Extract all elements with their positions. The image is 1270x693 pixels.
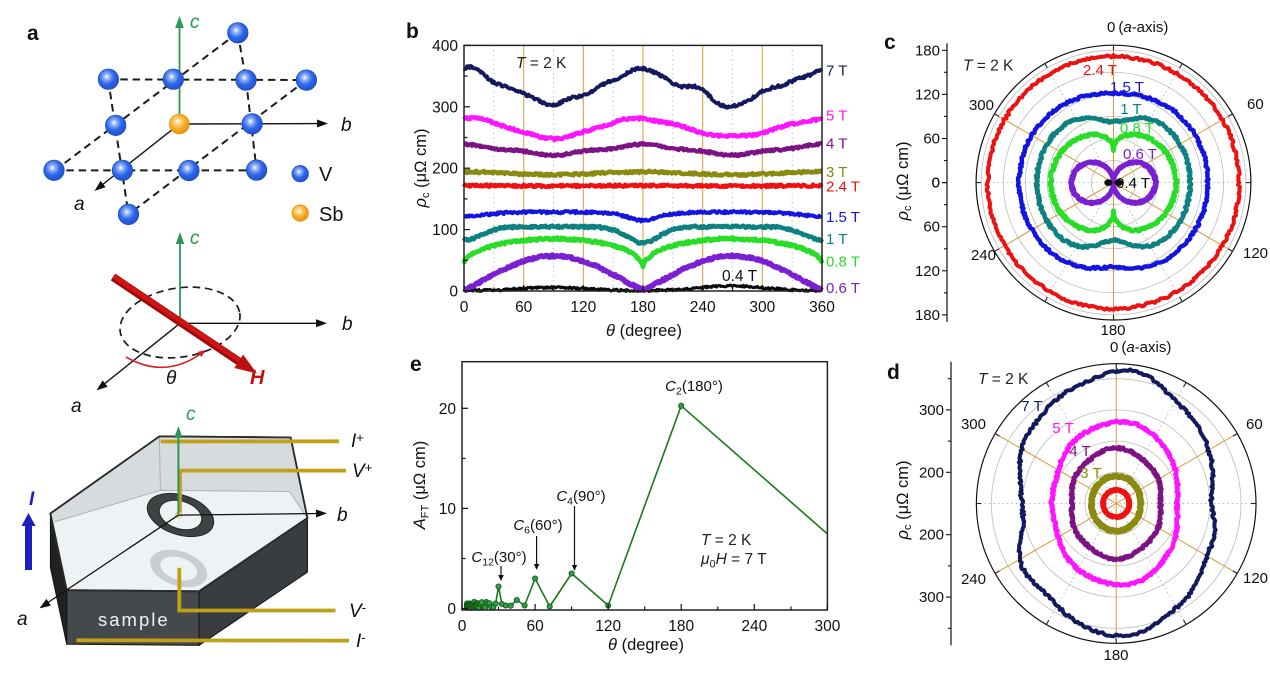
svg-text:0: 0 bbox=[447, 601, 456, 618]
svg-text:θ (degree): θ (degree) bbox=[608, 636, 684, 654]
svg-text:120: 120 bbox=[1243, 570, 1268, 587]
svg-text:d: d bbox=[887, 361, 900, 384]
svg-text:b: b bbox=[406, 20, 419, 43]
svg-text:10: 10 bbox=[439, 501, 457, 518]
svg-text:0: 0 bbox=[458, 618, 467, 635]
svg-text:2.4 T: 2.4 T bbox=[826, 178, 860, 195]
svg-text:4 T: 4 T bbox=[826, 136, 847, 153]
svg-text:300: 300 bbox=[969, 97, 994, 114]
svg-text:1 T: 1 T bbox=[826, 231, 847, 248]
svg-text:0: 0 bbox=[460, 299, 469, 316]
svg-text:0.6 T: 0.6 T bbox=[1123, 146, 1157, 163]
svg-text:60: 60 bbox=[526, 618, 544, 635]
svg-text:b: b bbox=[341, 115, 352, 136]
svg-text:180: 180 bbox=[915, 42, 940, 59]
svg-text:θ (degree): θ (degree) bbox=[606, 322, 682, 340]
svg-text:60: 60 bbox=[515, 299, 533, 316]
svg-text:300: 300 bbox=[919, 589, 944, 606]
svg-text:7 T: 7 T bbox=[1021, 398, 1042, 415]
svg-text:180: 180 bbox=[630, 299, 656, 316]
svg-text:300: 300 bbox=[961, 416, 986, 433]
svg-text:0.8 T: 0.8 T bbox=[826, 254, 860, 271]
svg-text:C4(90°): C4(90°) bbox=[556, 488, 605, 508]
svg-text:1 T: 1 T bbox=[1120, 101, 1141, 118]
svg-text:200: 200 bbox=[919, 464, 944, 481]
svg-text:180: 180 bbox=[668, 618, 694, 635]
svg-text:H: H bbox=[250, 367, 265, 389]
svg-text:θ: θ bbox=[166, 368, 177, 389]
svg-text:180: 180 bbox=[915, 307, 940, 324]
svg-text:c: c bbox=[186, 404, 196, 425]
svg-text:300: 300 bbox=[432, 99, 458, 116]
svg-text:7 T: 7 T bbox=[826, 63, 847, 80]
svg-text:120: 120 bbox=[1243, 245, 1268, 262]
svg-text:c: c bbox=[190, 12, 200, 33]
svg-text:C12(30°): C12(30°) bbox=[471, 549, 526, 569]
svg-text:1.5 T: 1.5 T bbox=[826, 209, 860, 226]
svg-text:120: 120 bbox=[570, 299, 596, 316]
svg-text:Sb: Sb bbox=[319, 204, 343, 226]
svg-text:0: 0 bbox=[449, 284, 458, 301]
svg-text:T = 2 K: T = 2 K bbox=[963, 58, 1014, 75]
svg-text:20: 20 bbox=[439, 401, 457, 418]
svg-text:200: 200 bbox=[919, 527, 944, 544]
svg-text:240: 240 bbox=[741, 618, 767, 635]
svg-text:60: 60 bbox=[1246, 416, 1263, 433]
svg-text:180: 180 bbox=[1100, 322, 1125, 339]
svg-text:a: a bbox=[71, 396, 82, 417]
svg-text:4 T: 4 T bbox=[1069, 443, 1090, 460]
svg-text:0.4 T: 0.4 T bbox=[722, 268, 758, 285]
svg-text:a: a bbox=[17, 609, 28, 630]
svg-text:400: 400 bbox=[432, 38, 458, 55]
svg-text:5 T: 5 T bbox=[826, 107, 847, 124]
svg-text:C2(180°): C2(180°) bbox=[665, 378, 723, 398]
svg-text:b: b bbox=[342, 314, 353, 335]
svg-text:2.4 T: 2.4 T bbox=[1083, 62, 1117, 79]
svg-text:a: a bbox=[27, 22, 39, 45]
svg-text:T = 2 K: T = 2 K bbox=[701, 532, 752, 549]
svg-text:240: 240 bbox=[690, 299, 716, 316]
svg-text:120: 120 bbox=[595, 618, 621, 635]
svg-text:5 T: 5 T bbox=[1052, 420, 1073, 437]
svg-text:e: e bbox=[410, 353, 422, 376]
svg-text:V: V bbox=[319, 164, 333, 186]
svg-text:0 (a-axis): 0 (a-axis) bbox=[1110, 339, 1171, 356]
svg-text:60: 60 bbox=[1247, 96, 1264, 113]
svg-text:120: 120 bbox=[915, 86, 940, 103]
svg-text:T = 2 K: T = 2 K bbox=[978, 371, 1029, 388]
svg-text:b: b bbox=[337, 505, 348, 526]
svg-text:0.6 T: 0.6 T bbox=[826, 280, 860, 297]
svg-text:60: 60 bbox=[923, 131, 940, 148]
svg-text:240: 240 bbox=[971, 247, 996, 264]
svg-text:c: c bbox=[190, 228, 200, 249]
svg-text:240: 240 bbox=[961, 571, 986, 588]
svg-text:T = 2 K: T = 2 K bbox=[516, 55, 567, 72]
svg-text:sample: sample bbox=[98, 609, 170, 630]
svg-text:360: 360 bbox=[809, 299, 835, 316]
svg-text:c: c bbox=[884, 31, 896, 54]
svg-text:200: 200 bbox=[432, 161, 458, 178]
svg-text:3 T: 3 T bbox=[1080, 465, 1101, 482]
svg-text:1.5 T: 1.5 T bbox=[1110, 79, 1144, 96]
svg-text:0.8 T: 0.8 T bbox=[1120, 120, 1154, 137]
svg-text:60: 60 bbox=[923, 219, 940, 236]
svg-text:300: 300 bbox=[919, 402, 944, 419]
svg-text:0 (a-axis): 0 (a-axis) bbox=[1107, 19, 1168, 36]
svg-text:I: I bbox=[29, 489, 35, 510]
svg-text:180: 180 bbox=[1103, 647, 1128, 664]
svg-text:0: 0 bbox=[932, 175, 940, 192]
svg-text:C6(60°): C6(60°) bbox=[513, 517, 562, 537]
svg-text:100: 100 bbox=[432, 222, 458, 239]
svg-text:300: 300 bbox=[814, 618, 840, 635]
svg-text:120: 120 bbox=[915, 263, 940, 280]
svg-text:a: a bbox=[74, 194, 85, 215]
svg-text:300: 300 bbox=[749, 299, 775, 316]
